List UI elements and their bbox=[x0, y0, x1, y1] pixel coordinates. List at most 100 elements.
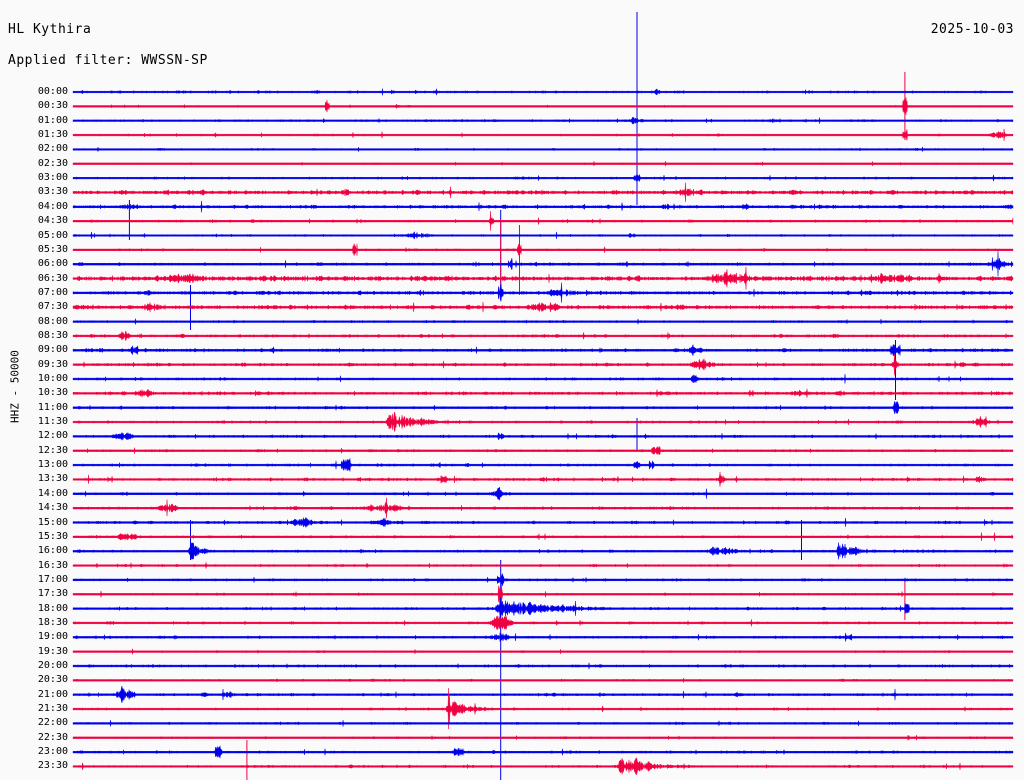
seismogram-trace bbox=[72, 400, 1014, 415]
time-label: 13:30 bbox=[37, 473, 68, 485]
seismogram-trace bbox=[72, 757, 1014, 776]
seismogram-trace bbox=[72, 374, 1014, 384]
time-label: 09:30 bbox=[37, 358, 68, 370]
seismogram-trace bbox=[72, 615, 1014, 631]
time-label: 11:30 bbox=[37, 416, 68, 428]
seismogram-trace bbox=[72, 497, 1014, 519]
time-label: 19:30 bbox=[37, 645, 68, 657]
time-label: 10:00 bbox=[37, 373, 68, 384]
time-label: 03:00 bbox=[37, 172, 68, 184]
time-label: 01:00 bbox=[37, 114, 68, 126]
time-label: 12:30 bbox=[37, 444, 68, 456]
time-axis: 00:00 00:30 01:00 01:30 02:00 02:30 03:00 03:30… bbox=[0, 0, 68, 780]
seismogram-trace bbox=[72, 532, 1014, 542]
time-label: 15:00 bbox=[37, 516, 68, 528]
seismogram-trace bbox=[72, 734, 1014, 742]
seismogram-trace bbox=[72, 318, 1014, 325]
seismogram-trace bbox=[72, 745, 1014, 759]
time-label: 06:00 bbox=[37, 258, 68, 270]
time-label: 08:30 bbox=[37, 329, 68, 341]
time-label: 17:00 bbox=[37, 573, 68, 585]
seismogram-trace bbox=[72, 677, 1014, 684]
seismogram-trace bbox=[72, 719, 1014, 727]
seismogram-trace bbox=[72, 353, 1014, 376]
time-label: 03:30 bbox=[37, 186, 68, 198]
seismogram-trace bbox=[72, 266, 1014, 290]
time-label: 00:00 bbox=[37, 86, 68, 97]
time-label: 02:30 bbox=[37, 157, 68, 169]
seismogram-trace bbox=[72, 160, 1014, 167]
time-label: 21:00 bbox=[37, 688, 68, 700]
time-label: 15:30 bbox=[37, 530, 68, 542]
time-label: 18:30 bbox=[37, 616, 68, 628]
seismogram-trace bbox=[72, 330, 1014, 341]
seismogram-trace bbox=[72, 173, 1014, 183]
time-label: 01:30 bbox=[37, 129, 68, 141]
seismogram-trace bbox=[72, 200, 1014, 213]
applied-filter-label: Applied filter: WWSSN-SP bbox=[8, 53, 208, 68]
seismogram-trace bbox=[72, 431, 1014, 441]
time-label: 23:00 bbox=[37, 746, 68, 758]
seismogram-trace bbox=[72, 128, 1014, 141]
time-label: 22:00 bbox=[37, 717, 68, 729]
seismogram-trace bbox=[72, 231, 1014, 240]
time-label: 19:00 bbox=[37, 631, 68, 643]
seismogram-trace bbox=[72, 562, 1014, 570]
seismogram-trace bbox=[72, 116, 1014, 125]
time-label: 10:30 bbox=[37, 387, 68, 399]
time-label: 23:30 bbox=[37, 760, 68, 772]
seismogram-trace bbox=[72, 685, 1014, 704]
seismogram-trace bbox=[72, 282, 1014, 303]
time-label: 08:00 bbox=[37, 315, 68, 327]
seismogram-trace bbox=[72, 211, 1014, 231]
seismogram-trace bbox=[72, 471, 1014, 487]
seismogram-trace bbox=[72, 687, 1014, 730]
time-label: 04:00 bbox=[37, 200, 68, 212]
time-label: 04:30 bbox=[37, 215, 68, 227]
seismogram-trace bbox=[72, 343, 1014, 357]
time-label: 05:00 bbox=[37, 229, 68, 241]
seismogram-trace bbox=[72, 648, 1014, 656]
station-name: HL Kythira bbox=[8, 22, 92, 37]
time-label: 21:30 bbox=[37, 703, 68, 715]
seismogram-trace bbox=[72, 182, 1014, 202]
time-label: 13:00 bbox=[37, 459, 68, 471]
seismogram-trace bbox=[72, 662, 1014, 670]
seismogram-trace bbox=[72, 243, 1014, 257]
time-label: 22:30 bbox=[37, 731, 68, 743]
seismogram-trace bbox=[72, 446, 1014, 456]
seismogram-trace bbox=[72, 584, 1014, 604]
date-label: 2025-10-03 bbox=[930, 22, 1014, 37]
time-label: 07:30 bbox=[37, 301, 68, 313]
seismogram-trace bbox=[72, 597, 1014, 620]
time-label: 14:30 bbox=[37, 502, 68, 514]
seismogram-trace bbox=[72, 458, 1014, 472]
time-label: 06:30 bbox=[37, 272, 68, 284]
time-label: 05:30 bbox=[37, 243, 68, 255]
time-label: 18:00 bbox=[37, 602, 68, 614]
time-label: 14:00 bbox=[37, 487, 68, 499]
seismogram-trace bbox=[72, 411, 1014, 433]
seismogram-trace bbox=[72, 632, 1014, 642]
time-label: 07:00 bbox=[37, 286, 68, 298]
time-label: 20:00 bbox=[37, 660, 68, 671]
seismogram-trace bbox=[72, 97, 1014, 115]
seismogram-trace bbox=[72, 542, 1014, 561]
seismogram-trace bbox=[72, 251, 1014, 277]
time-label: 00:30 bbox=[37, 100, 68, 112]
time-label: 12:00 bbox=[37, 430, 68, 442]
time-label: 16:30 bbox=[37, 559, 68, 571]
seismogram-trace bbox=[72, 486, 1014, 501]
seismogram-trace bbox=[72, 87, 1014, 96]
time-label: 17:30 bbox=[37, 588, 68, 600]
time-label: 02:00 bbox=[37, 143, 68, 155]
time-label: 09:00 bbox=[37, 344, 68, 356]
time-label: 20:30 bbox=[37, 674, 68, 686]
seismogram-trace bbox=[72, 388, 1014, 398]
seismogram-trace bbox=[72, 146, 1014, 153]
seismogram-trace bbox=[72, 516, 1014, 528]
seismogram-trace bbox=[72, 301, 1014, 313]
time-label: 11:00 bbox=[37, 401, 68, 413]
seismogram-trace bbox=[72, 573, 1014, 587]
